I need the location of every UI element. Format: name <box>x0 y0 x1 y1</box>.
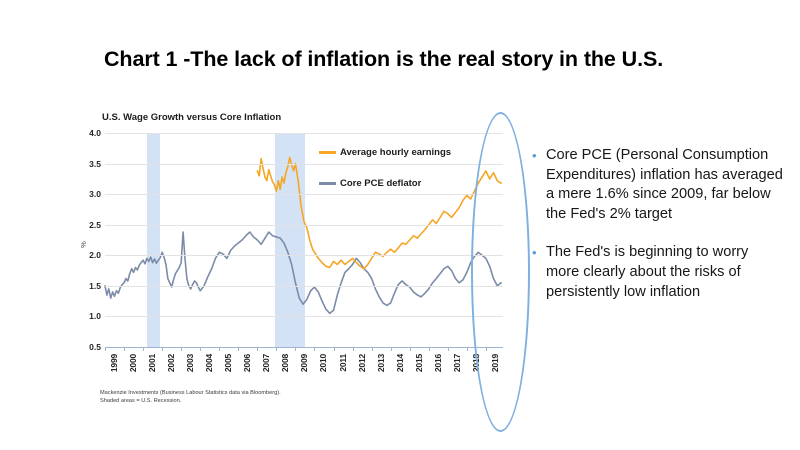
footnote-line-shading: Shaded areas = U.S. Recession. <box>100 398 182 405</box>
y-axis-tick-label: 0.5 <box>89 342 101 352</box>
x-axis-tick-label: 2003 <box>185 354 196 373</box>
x-axis-tick-label: 2015 <box>413 354 424 373</box>
gridline <box>105 316 503 318</box>
gridline <box>105 285 503 287</box>
legend-swatch-orange <box>319 150 336 154</box>
x-axis-tick <box>409 347 411 351</box>
x-axis-tick-label: 2000 <box>128 354 139 373</box>
page-title: Chart 1 -The lack of inflation is the re… <box>104 47 664 71</box>
x-axis-tick-label: 2012 <box>356 354 367 373</box>
x-axis-tick <box>333 347 335 351</box>
x-axis-tick-label: 2017 <box>451 354 462 373</box>
x-axis-tick <box>428 347 430 351</box>
x-axis-tick <box>352 347 354 351</box>
x-axis-tick-label: 2018 <box>470 354 481 373</box>
x-axis-line <box>105 347 503 348</box>
x-axis-tick-label: 2004 <box>204 354 215 373</box>
legend-label: Core PCE deflator <box>340 177 422 189</box>
x-axis-tick <box>257 347 259 351</box>
x-axis-tick <box>143 347 145 351</box>
x-axis-tick <box>200 347 202 351</box>
x-axis-tick-label: 1999 <box>109 354 119 373</box>
x-axis-tick-label: 2008 <box>280 354 291 373</box>
y-axis-title: % <box>78 241 88 248</box>
gridline <box>105 163 503 165</box>
x-axis-tick <box>466 347 468 351</box>
x-axis-tick-label: 2011 <box>337 354 348 372</box>
x-axis-tick <box>485 347 487 351</box>
chart-title: U.S. Wage Growth versus Core Inflation <box>102 112 282 123</box>
gridline <box>105 224 503 226</box>
gridline <box>105 194 503 196</box>
list-item: • Core PCE (Personal Consumption Expendi… <box>532 146 784 224</box>
list-item: • The Fed's is beginning to worry more c… <box>532 243 784 302</box>
x-axis-tick <box>181 347 183 351</box>
x-axis-tick-label: 2009 <box>299 354 310 373</box>
recession-shaded-band <box>275 133 305 347</box>
chart-footnote: Mackenzie Investments (Business Labour S… <box>100 389 281 406</box>
legend-swatch-gray <box>319 181 336 185</box>
gridline <box>105 255 503 257</box>
chart-panel: U.S. Wage Growth versus Core Inflation %… <box>78 108 530 418</box>
x-axis-tick <box>447 347 449 351</box>
x-axis-tick-label: 2007 <box>261 354 272 373</box>
recession-shaded-band <box>146 133 161 347</box>
x-axis-tick <box>162 347 164 351</box>
series-line-core-pce-deflator <box>105 232 501 313</box>
x-axis-tick-label: 2006 <box>242 354 253 373</box>
x-axis-tick-label: 2005 <box>223 354 234 373</box>
series-lines <box>105 133 503 347</box>
x-axis-tick <box>276 347 278 351</box>
footnote-line-source: Mackenzie Investments (Business Labour S… <box>100 390 281 396</box>
bullet-text: Core PCE (Personal Consumption Expenditu… <box>546 147 783 222</box>
bullet-text: The Fed's is beginning to worry more cle… <box>546 244 749 300</box>
bullet-dot-icon: • <box>532 148 537 163</box>
x-axis-tick <box>105 347 106 351</box>
chart-legend: Average hourly earnings Core PCE deflato… <box>319 144 494 206</box>
x-axis-tick-label: 2010 <box>318 354 329 373</box>
legend-label: Average hourly earnings <box>340 146 452 158</box>
x-axis-tick-label: 2013 <box>375 354 386 373</box>
x-axis-tick <box>390 347 392 351</box>
y-axis-tick-label: 4.0 <box>89 128 101 138</box>
x-axis-tick <box>219 347 221 351</box>
series-line-average-hourly-earnings <box>257 157 501 268</box>
x-axis-tick <box>238 347 240 351</box>
legend-item-average-hourly-earnings[interactable]: Average hourly earnings <box>319 144 494 160</box>
y-axis-tick-label: 1.0 <box>89 311 101 322</box>
x-axis-tick-label: 2002 <box>166 354 177 373</box>
x-axis-tick-label: 2016 <box>432 354 443 373</box>
gridline <box>105 133 503 134</box>
x-axis-tick <box>371 347 373 351</box>
y-axis-tick-label: 1.5 <box>89 280 101 291</box>
bullet-dot-icon: • <box>532 245 537 261</box>
y-axis-tick-label: 3.5 <box>89 158 101 169</box>
y-axis-tick-label: 2.0 <box>89 250 101 261</box>
y-axis-tick-label: 3.0 <box>89 189 101 200</box>
legend-item-core-pce-deflator[interactable]: Core PCE deflator <box>319 175 494 191</box>
x-axis-tick-label: 2014 <box>394 354 405 373</box>
plot-area: 0.5 1.0 1.5 2.0 2.5 3.0 3.5 4.0 <box>89 128 503 352</box>
y-axis-tick-label: 2.5 <box>89 219 101 230</box>
bullet-list: • Core PCE (Personal Consumption Expendi… <box>532 146 784 321</box>
x-axis-tick <box>124 347 126 351</box>
x-axis-tick-label: 2001 <box>147 354 158 373</box>
x-axis-tick-label: 2019 <box>489 354 500 373</box>
x-axis-tick <box>295 347 297 351</box>
x-axis-tick <box>314 347 316 351</box>
